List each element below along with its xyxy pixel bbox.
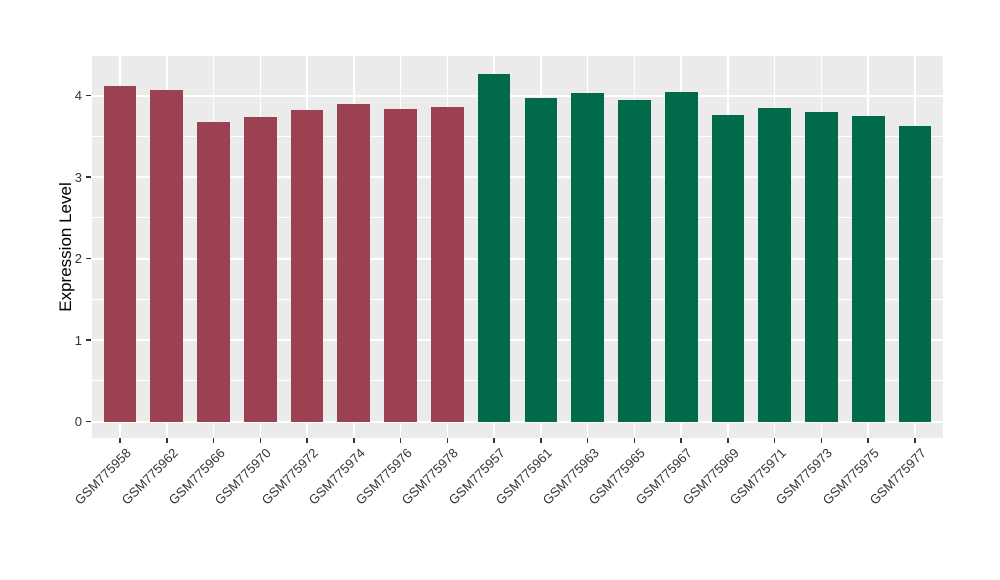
bar-GSM775962 xyxy=(150,89,184,422)
bar-GSM775977 xyxy=(898,125,932,422)
x-tick-mark xyxy=(446,438,449,443)
x-tick-mark xyxy=(306,438,308,443)
y-tick-label: 2 xyxy=(74,251,82,266)
bar-GSM775958 xyxy=(103,85,137,422)
x-tick-mark xyxy=(166,438,168,443)
bar-GSM775973 xyxy=(805,111,838,422)
bar-GSM775957 xyxy=(477,74,511,422)
x-tick-mark xyxy=(493,438,495,443)
bar-GSM775961 xyxy=(524,97,558,422)
bar-GSM775969 xyxy=(711,115,745,422)
x-tick-mark xyxy=(914,438,916,443)
x-tick-mark xyxy=(773,438,776,443)
x-tick-mark xyxy=(586,438,589,443)
bar-GSM775963 xyxy=(571,93,604,422)
y-tick-label: 1 xyxy=(74,332,82,348)
gridline-major xyxy=(92,94,943,97)
x-tick-mark xyxy=(119,438,121,443)
y-tick-mark xyxy=(86,94,91,97)
bar-GSM775971 xyxy=(758,107,792,422)
gridline-minor xyxy=(92,135,943,137)
y-tick-mark xyxy=(86,339,91,341)
x-tick-mark xyxy=(680,438,682,443)
x-tick-mark xyxy=(212,438,215,443)
y-tick-mark xyxy=(86,257,91,260)
gridline-minor xyxy=(92,217,943,219)
bar-GSM775967 xyxy=(664,92,698,422)
plot-area xyxy=(92,56,943,438)
y-tick-mark xyxy=(86,176,91,178)
x-tick-mark xyxy=(867,438,869,443)
y-tick-label: 3 xyxy=(74,169,82,185)
x-tick-mark xyxy=(727,438,729,443)
y-axis-title: Expression Level xyxy=(56,182,75,312)
x-tick-mark xyxy=(633,438,636,443)
bar-GSM775970 xyxy=(243,116,277,422)
bar-GSM775976 xyxy=(384,109,417,422)
bar-GSM775965 xyxy=(618,99,651,422)
x-tick-mark xyxy=(353,438,355,443)
y-tick-label: 4 xyxy=(74,88,82,103)
bar-GSM775966 xyxy=(197,122,230,422)
gridline-major xyxy=(92,257,943,260)
bar-GSM775972 xyxy=(290,110,324,422)
bar-GSM775978 xyxy=(430,106,464,422)
gridline-minor xyxy=(92,380,943,382)
x-tick-mark xyxy=(540,438,542,443)
y-tick-mark xyxy=(86,420,91,423)
bar-GSM775974 xyxy=(337,104,371,422)
gridline-minor xyxy=(92,298,943,300)
gridline-major xyxy=(92,420,943,423)
bar-GSM775975 xyxy=(851,115,885,422)
y-tick-label: 0 xyxy=(74,414,82,429)
gridline-major xyxy=(92,339,943,341)
x-tick-mark xyxy=(399,438,402,443)
gridline-major xyxy=(92,176,943,178)
x-tick-mark xyxy=(820,438,823,443)
x-tick-mark xyxy=(259,438,262,443)
